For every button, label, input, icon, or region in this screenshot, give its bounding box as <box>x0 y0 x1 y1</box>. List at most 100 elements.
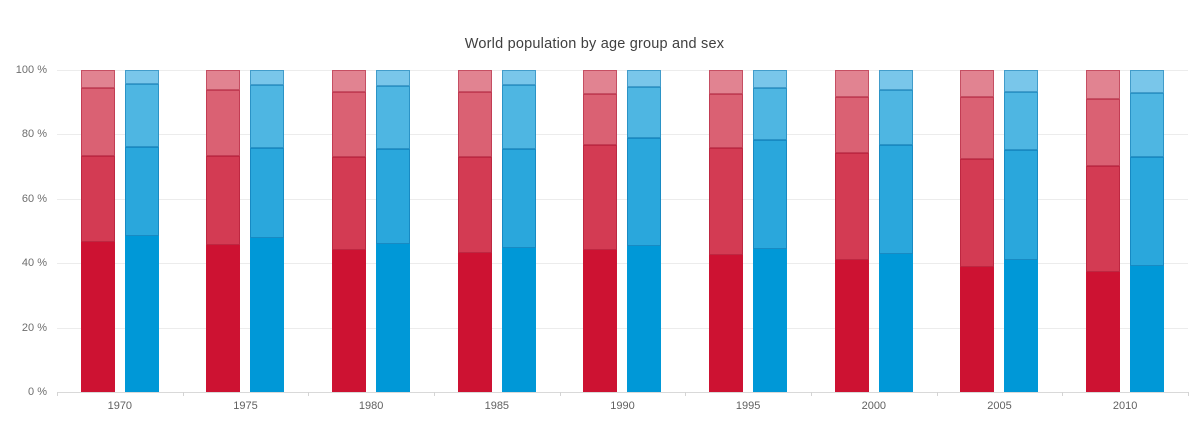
red-bar-left-2005-segment-4[interactable] <box>960 70 995 98</box>
red-bar-left-1985-segment-2[interactable] <box>457 156 492 253</box>
red-bar-left-2000-segment-4[interactable] <box>834 70 869 97</box>
red-bar-left-1990-segment-2[interactable] <box>583 145 618 251</box>
blue-bar-right-2010-segment-1[interactable] <box>1129 266 1164 392</box>
x-axis-line <box>57 392 1188 393</box>
blue-bar-right-1990-segment-4[interactable] <box>627 70 662 87</box>
blue-bar-right-1980-segment-2[interactable] <box>375 148 410 244</box>
red-bar-left-1995-segment-4[interactable] <box>708 70 743 95</box>
y-axis-label: 100 % <box>15 64 47 76</box>
blue-bar-right-1970 <box>124 70 159 392</box>
blue-bar-right-1985-segment-1[interactable] <box>501 247 536 392</box>
red-bar-left-1980 <box>331 70 366 392</box>
blue-bar-right-1975-segment-2[interactable] <box>250 147 285 239</box>
x-axis-tick <box>559 392 561 396</box>
blue-bar-right-2005-segment-2[interactable] <box>1004 149 1039 261</box>
blue-bar-right-1990 <box>627 70 662 392</box>
red-bar-left-1995-segment-1[interactable] <box>708 254 743 392</box>
blue-bar-right-2005-segment-3[interactable] <box>1004 91 1039 150</box>
red-bar-left-1980-segment-3[interactable] <box>331 91 366 157</box>
red-bar-left-1975-segment-1[interactable] <box>206 244 241 392</box>
blue-bar-right-1980-segment-1[interactable] <box>375 243 410 392</box>
blue-bar-right-1985-segment-4[interactable] <box>501 70 536 86</box>
red-bar-left-1995-segment-2[interactable] <box>708 147 743 255</box>
blue-bar-right-1995-segment-3[interactable] <box>752 88 787 140</box>
red-bar-left-1975 <box>206 70 241 392</box>
red-bar-left-2005-segment-1[interactable] <box>960 267 995 392</box>
red-bar-left-2005 <box>960 70 995 392</box>
blue-bar-right-1970-segment-3[interactable] <box>124 84 159 148</box>
blue-bar-right-1995-segment-4[interactable] <box>752 70 787 89</box>
blue-bar-right-1980-segment-3[interactable] <box>375 85 410 149</box>
blue-bar-right-2000-segment-2[interactable] <box>878 145 913 254</box>
red-bar-left-2010-segment-2[interactable] <box>1085 165 1120 272</box>
gridline-40 <box>57 263 1188 265</box>
blue-bar-right-1975 <box>250 70 285 392</box>
red-bar-left-1980-segment-1[interactable] <box>331 249 366 392</box>
blue-bar-right-1990-segment-2[interactable] <box>627 137 662 246</box>
blue-bar-right-1990-segment-1[interactable] <box>627 245 662 392</box>
blue-bar-right-2010 <box>1129 70 1164 392</box>
x-axis-tick <box>685 392 687 396</box>
red-bar-left-1990 <box>583 70 618 392</box>
red-bar-left-1970 <box>80 70 115 392</box>
blue-bar-right-1975-segment-4[interactable] <box>250 70 285 86</box>
blue-bar-right-2005-segment-4[interactable] <box>1004 70 1039 92</box>
blue-bar-right-2010-segment-4[interactable] <box>1129 70 1164 93</box>
red-bar-left-2005-segment-2[interactable] <box>960 158 995 268</box>
y-axis-label: 80 % <box>21 128 47 141</box>
blue-bar-right-1975-segment-3[interactable] <box>250 85 285 148</box>
red-bar-left-1970-segment-2[interactable] <box>80 156 115 243</box>
red-bar-left-1980-segment-4[interactable] <box>331 70 366 92</box>
red-bar-left-1975-segment-4[interactable] <box>206 70 241 90</box>
red-bar-left-1990-segment-1[interactable] <box>583 250 618 392</box>
blue-bar-right-1970-segment-2[interactable] <box>124 147 159 236</box>
red-bar-left-1970-segment-4[interactable] <box>80 70 115 89</box>
red-bar-left-2000-segment-1[interactable] <box>834 259 869 392</box>
blue-bar-right-1980-segment-4[interactable] <box>375 70 410 86</box>
blue-bar-right-1975-segment-1[interactable] <box>250 238 285 392</box>
red-bar-left-1990-segment-4[interactable] <box>583 70 618 94</box>
red-bar-left-1990-segment-3[interactable] <box>583 93 618 146</box>
red-bar-left-1970-segment-1[interactable] <box>80 242 115 392</box>
gridline-80 <box>57 134 1188 136</box>
blue-bar-right-1980 <box>375 70 410 392</box>
blue-bar-right-2005 <box>1004 70 1039 392</box>
red-bar-left-2005-segment-3[interactable] <box>960 97 995 159</box>
blue-bar-right-2010-segment-3[interactable] <box>1129 92 1164 157</box>
red-bar-left-1985-segment-3[interactable] <box>457 91 492 157</box>
red-bar-left-2010 <box>1085 70 1120 392</box>
blue-bar-right-2005-segment-1[interactable] <box>1004 260 1039 392</box>
blue-bar-right-1970-segment-1[interactable] <box>124 235 159 392</box>
red-bar-left-1975-segment-2[interactable] <box>206 156 241 245</box>
red-bar-left-2000-segment-2[interactable] <box>834 153 869 260</box>
blue-bar-right-2000-segment-4[interactable] <box>878 70 913 90</box>
blue-bar-right-2010-segment-2[interactable] <box>1129 156 1164 267</box>
red-bar-left-1970-segment-3[interactable] <box>80 88 115 156</box>
red-bar-left-1995-segment-3[interactable] <box>708 94 743 148</box>
red-bar-left-1975-segment-3[interactable] <box>206 90 241 156</box>
blue-bar-right-1990-segment-3[interactable] <box>627 86 662 138</box>
blue-bar-right-2000-segment-3[interactable] <box>878 89 913 146</box>
blue-bar-right-1970-segment-4[interactable] <box>124 70 159 85</box>
red-bar-left-1980-segment-2[interactable] <box>331 156 366 250</box>
blue-bar-right-1995-segment-1[interactable] <box>752 248 787 392</box>
blue-bar-right-1995 <box>752 70 787 392</box>
red-bar-left-1985 <box>457 70 492 392</box>
red-bar-left-2010-segment-3[interactable] <box>1085 99 1120 166</box>
plot-area: 0 % 20 % 40 % 60 % 80 % 100 % 1970 1975 1980 1985… <box>16 64 1189 412</box>
x-axis-tick <box>936 392 938 396</box>
blue-bar-right-1995-segment-2[interactable] <box>752 139 787 249</box>
red-bar-left-1985-segment-4[interactable] <box>457 70 492 92</box>
y-axis-label: 0 % <box>28 386 47 398</box>
red-bar-left-1985-segment-1[interactable] <box>457 252 492 392</box>
blue-bar-right-2000-segment-1[interactable] <box>878 253 913 392</box>
red-bar-left-2010-segment-1[interactable] <box>1085 271 1120 392</box>
blue-bar-right-1985-segment-2[interactable] <box>501 148 536 248</box>
red-bar-left-2010-segment-4[interactable] <box>1085 70 1120 99</box>
red-bar-left-1995 <box>708 70 743 392</box>
blue-bar-right-1985-segment-3[interactable] <box>501 85 536 149</box>
x-axis-label-2000: 2000 <box>861 400 887 412</box>
red-bar-left-2000-segment-3[interactable] <box>834 96 869 154</box>
x-axis-tick <box>434 392 435 396</box>
